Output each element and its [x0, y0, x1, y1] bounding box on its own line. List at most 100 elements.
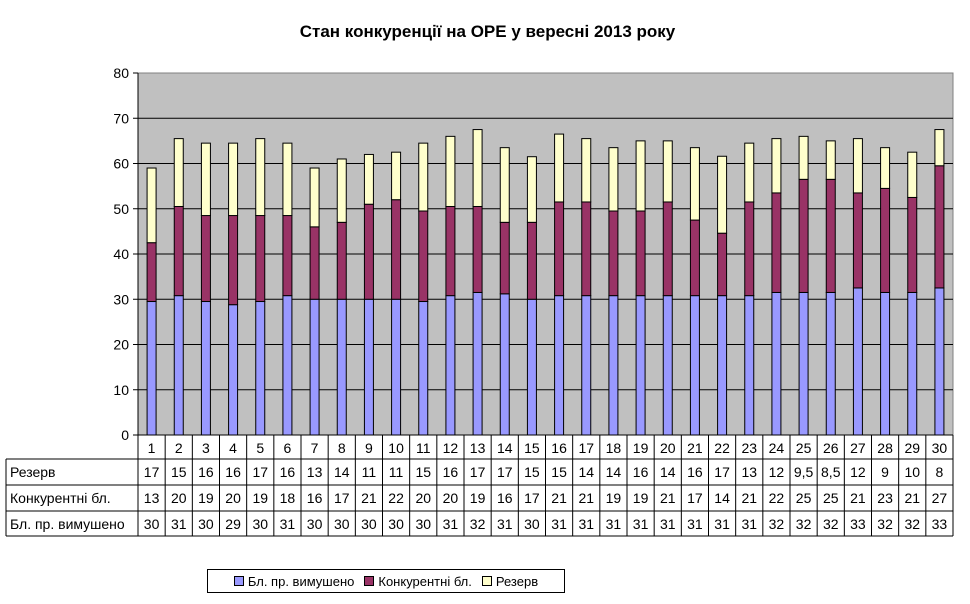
bar-segment	[309, 298, 320, 436]
bar-segment	[336, 221, 347, 300]
table-cell-value: 19	[606, 490, 622, 506]
bar-segment	[608, 295, 619, 436]
legend-swatch	[364, 576, 375, 586]
table-cell-value: 27	[932, 490, 948, 506]
table-cell-value: 16	[307, 490, 323, 506]
x-tick-label: 27	[850, 440, 866, 456]
table-cell-value: 17	[334, 490, 350, 506]
y-tick-label: 30	[113, 291, 129, 307]
bar-segment	[852, 138, 863, 194]
table-cell-value: 31	[280, 516, 296, 532]
bar-segment	[499, 221, 510, 295]
table-cell-value: 30	[252, 516, 268, 532]
bar-segment	[581, 201, 592, 297]
table-cell-value: 21	[904, 490, 920, 506]
bar-segment	[852, 287, 863, 436]
table-cell-value: 13	[307, 464, 323, 480]
table-cell-value: 15	[415, 464, 431, 480]
bar-segment	[526, 156, 537, 223]
bar-segment	[608, 147, 619, 212]
table-cell-value: 14	[606, 464, 622, 480]
bar-segment	[336, 298, 347, 436]
table-cell-value: 9	[881, 464, 889, 480]
bar-segment	[554, 295, 565, 436]
bar-segment	[554, 133, 565, 203]
bar-segment	[798, 178, 809, 293]
legend-swatch	[233, 576, 244, 586]
chart-title: Стан конкуренції на ОРЕ у вересні 2013 р…	[299, 22, 676, 41]
table-cell-value: 23	[877, 490, 893, 506]
table-cell-value: 30	[144, 516, 160, 532]
x-tick-label: 21	[687, 440, 703, 456]
table-cell-value: 14	[660, 464, 676, 480]
legend-label: Резерв	[495, 573, 539, 589]
bar-segment	[907, 196, 918, 293]
bar-segment	[363, 298, 374, 436]
bar-segment	[526, 298, 537, 436]
legend-item: Резерв	[481, 573, 539, 589]
table-cell-value: 29	[225, 516, 241, 532]
table-cell-value: 9,5	[794, 464, 814, 480]
bar-segment	[418, 301, 429, 436]
bar-segment	[391, 151, 402, 201]
bar-segment	[689, 147, 700, 221]
table-cell-value: 31	[660, 516, 676, 532]
bar-segment	[934, 287, 945, 436]
x-tick-label: 9	[365, 440, 373, 456]
table-cell-value: 15	[171, 464, 187, 480]
table-cell-value: 32	[823, 516, 839, 532]
legend-swatch	[481, 576, 492, 586]
bar-segment	[472, 129, 483, 207]
x-tick-label: 6	[284, 440, 292, 456]
bar-segment	[635, 140, 646, 212]
table-cell-value: 13	[741, 464, 757, 480]
table-cell-value: 33	[932, 516, 948, 532]
bar-segment	[309, 167, 320, 228]
legend: Бл. пр. вимушено Конкурентні бл. Резерв	[207, 569, 565, 593]
bar-segment	[771, 192, 782, 293]
table-cell-value: 31	[551, 516, 567, 532]
table-cell-value: 11	[389, 464, 404, 480]
table-cell-value: 30	[334, 516, 350, 532]
bar-segment	[445, 135, 456, 207]
table-cell-value: 30	[361, 516, 377, 532]
bar-segment	[391, 199, 402, 300]
table-cell-value: 25	[796, 490, 812, 506]
bar-segment	[228, 215, 239, 306]
table-cell-value: 15	[524, 464, 540, 480]
bar-segment	[635, 210, 646, 297]
bar-segment	[825, 140, 836, 180]
table-cell-value: 17	[470, 464, 486, 480]
x-tick-label: 1	[148, 440, 156, 456]
bar-segment	[907, 291, 918, 436]
bar-segment	[554, 201, 565, 297]
bar-segment	[309, 226, 320, 300]
bar-segment	[499, 293, 510, 436]
bar-segment	[146, 301, 157, 436]
bar-segment	[499, 147, 510, 223]
table-cell-value: 31	[687, 516, 703, 532]
y-tick-label: 50	[113, 201, 129, 217]
bar-segment	[880, 291, 891, 436]
legend-item: Бл. пр. вимушено	[233, 574, 354, 589]
y-tick-label: 10	[113, 382, 129, 398]
table-cell-value: 33	[850, 516, 866, 532]
bar-segment	[717, 232, 728, 297]
table-cell-value: 14	[578, 464, 594, 480]
table-cell-value: 21	[660, 490, 676, 506]
table-cell-value: 20	[443, 490, 459, 506]
bar-segment	[717, 295, 728, 436]
table-cell-value: 16	[687, 464, 703, 480]
x-tick-label: 16	[551, 440, 567, 456]
bar-segment	[146, 242, 157, 303]
x-tick-label: 19	[633, 440, 649, 456]
table-cell-value: 31	[443, 516, 459, 532]
table-cell-value: 22	[388, 490, 404, 506]
bar-segment	[771, 291, 782, 436]
legend-label: Конкурентні бл.	[378, 573, 472, 589]
bar-segment	[744, 201, 755, 297]
table-cell-value: 21	[850, 490, 866, 506]
bar-segment	[173, 205, 184, 297]
x-tick-label: 12	[443, 440, 459, 456]
bar-segment	[825, 291, 836, 436]
